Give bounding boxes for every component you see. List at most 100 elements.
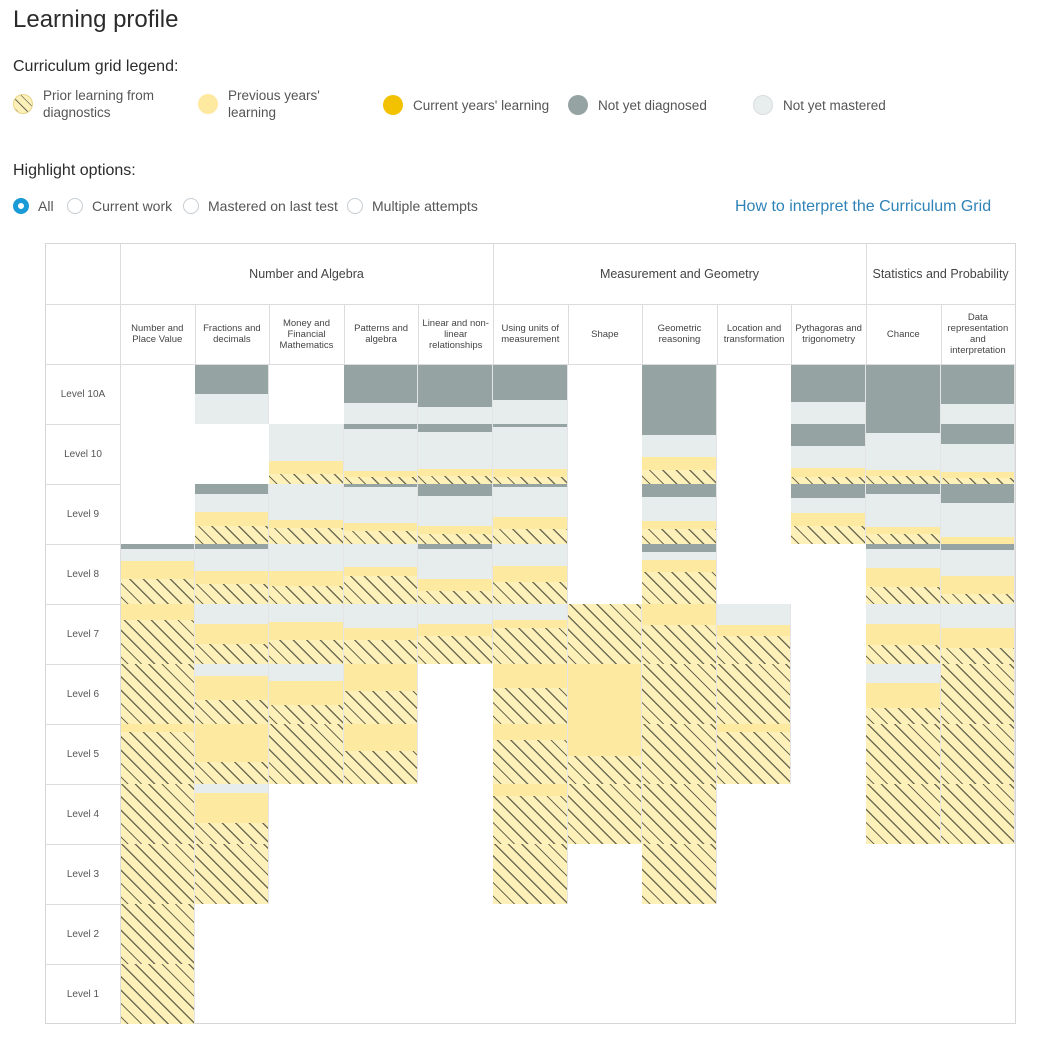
cell-segment [343, 751, 418, 784]
grid-cell[interactable] [716, 724, 792, 784]
grid-cell[interactable] [493, 364, 568, 424]
grid-cell[interactable] [194, 604, 270, 664]
grid-cell[interactable] [642, 424, 717, 484]
grid-cell[interactable] [791, 364, 866, 424]
cell-segment [493, 566, 567, 583]
radio-all[interactable]: All [13, 198, 54, 214]
grid-cell[interactable] [269, 664, 344, 724]
grid-cell[interactable] [343, 484, 419, 544]
grid-cell[interactable] [120, 724, 195, 784]
grid-cell[interactable] [194, 664, 270, 724]
grid-cell[interactable] [493, 604, 568, 664]
grid-cell[interactable] [120, 604, 195, 664]
cell-segment [493, 724, 567, 741]
grid-cell[interactable] [940, 364, 1016, 424]
grid-cell[interactable] [343, 424, 419, 484]
grid-cell[interactable] [567, 664, 643, 724]
grid-cell[interactable] [493, 784, 568, 844]
grid-cell[interactable] [194, 364, 270, 424]
grid-cell[interactable] [418, 424, 493, 484]
cell-segment [866, 527, 940, 535]
grid-cell[interactable] [567, 724, 643, 784]
grid-cell[interactable] [642, 544, 717, 604]
grid-cell[interactable] [493, 724, 568, 784]
grid-cell[interactable] [269, 544, 344, 604]
cell-segment [940, 478, 1015, 484]
grid-cell[interactable] [866, 784, 941, 844]
grid-cell[interactable] [343, 664, 419, 724]
radio-mastered-on-last-test[interactable]: Mastered on last test [183, 198, 338, 214]
grid-cell[interactable] [567, 784, 643, 844]
grid-cell[interactable] [343, 364, 419, 424]
grid-cell[interactable] [642, 844, 717, 904]
grid-cell[interactable] [120, 904, 195, 964]
grid-cell[interactable] [567, 604, 643, 664]
grid-cell[interactable] [791, 424, 866, 484]
grid-cell[interactable] [194, 544, 270, 604]
grid-cell[interactable] [120, 544, 195, 604]
cell-segment [642, 844, 716, 904]
grid-cell[interactable] [269, 424, 344, 484]
grid-cell[interactable] [866, 724, 941, 784]
grid-cell[interactable] [940, 724, 1016, 784]
grid-cell[interactable] [194, 784, 270, 844]
grid-cell[interactable] [418, 364, 493, 424]
grid-cell[interactable] [343, 544, 419, 604]
cell-segment [418, 544, 492, 549]
grid-cell[interactable] [940, 544, 1016, 604]
grid-cell[interactable] [493, 844, 568, 904]
cell-segment [343, 566, 418, 577]
cell-segment [866, 470, 940, 477]
grid-cell[interactable] [120, 844, 195, 904]
grid-cell[interactable] [866, 544, 941, 604]
radio-multiple-attempts[interactable]: Multiple attempts [347, 198, 478, 214]
cell-segment [642, 625, 716, 664]
grid-cell[interactable] [493, 424, 568, 484]
radio-current-work[interactable]: Current work [67, 198, 172, 214]
grid-cell[interactable] [866, 484, 941, 544]
cell-segment [269, 622, 343, 640]
legend-item-not-yet-diagnosed: Not yet diagnosed [568, 95, 707, 115]
grid-cell[interactable] [418, 484, 493, 544]
grid-cell[interactable] [866, 604, 941, 664]
grid-cell[interactable] [642, 784, 717, 844]
grid-cell[interactable] [120, 664, 195, 724]
grid-cell[interactable] [642, 664, 717, 724]
cell-segment [194, 512, 269, 526]
grid-cell[interactable] [418, 544, 493, 604]
grid-cell[interactable] [940, 484, 1016, 544]
grid-cell[interactable] [269, 604, 344, 664]
grid-cell[interactable] [642, 724, 717, 784]
grid-cell[interactable] [940, 664, 1016, 724]
grid-cell[interactable] [194, 844, 270, 904]
grid-cell[interactable] [866, 424, 941, 484]
grid-line [642, 304, 644, 364]
grid-cell[interactable] [940, 784, 1016, 844]
cell-segment [642, 364, 716, 424]
grid-cell[interactable] [194, 724, 270, 784]
strand-header: Pythagoras and trigonometry [795, 323, 862, 345]
grid-cell[interactable] [343, 724, 419, 784]
grid-cell[interactable] [120, 784, 195, 844]
grid-cell[interactable] [493, 664, 568, 724]
grid-cell[interactable] [866, 364, 941, 424]
grid-cell[interactable] [493, 544, 568, 604]
grid-cell[interactable] [642, 484, 717, 544]
grid-cell[interactable] [940, 604, 1016, 664]
grid-cell[interactable] [269, 724, 344, 784]
grid-cell[interactable] [866, 664, 941, 724]
grid-cell[interactable] [120, 964, 195, 1024]
grid-cell[interactable] [269, 484, 344, 544]
grid-cell[interactable] [642, 364, 717, 424]
how-to-interpret-link[interactable]: How to interpret the Curriculum Grid [735, 198, 992, 215]
grid-cell[interactable] [418, 604, 493, 664]
grid-cell[interactable] [791, 484, 866, 544]
cell-segment [716, 604, 791, 625]
grid-cell[interactable] [716, 664, 792, 724]
grid-cell[interactable] [343, 604, 419, 664]
grid-cell[interactable] [642, 604, 717, 664]
grid-cell[interactable] [493, 484, 568, 544]
grid-cell[interactable] [940, 424, 1016, 484]
grid-cell[interactable] [716, 604, 792, 664]
grid-cell[interactable] [194, 484, 270, 544]
